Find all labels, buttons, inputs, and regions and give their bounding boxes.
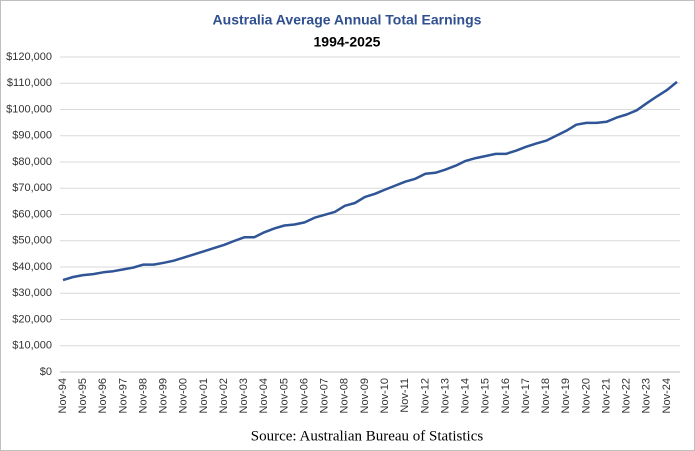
- x-tick-label: Nov-05: [278, 378, 290, 413]
- x-tick-label: Nov-04: [258, 378, 270, 413]
- y-tick-label: $100,000: [6, 103, 52, 115]
- y-tick-label: $60,000: [12, 208, 52, 220]
- x-tick-label: Nov-07: [319, 378, 331, 413]
- y-tick-label: $40,000: [12, 261, 52, 273]
- chart-title: Australia Average Annual Total Earnings: [213, 12, 482, 28]
- y-tick-label: $20,000: [12, 313, 52, 325]
- x-tick-label: Nov-01: [198, 378, 210, 413]
- source-note: Source: Australian Bureau of Statistics: [251, 428, 484, 444]
- y-tick-label: $0: [40, 366, 52, 378]
- x-tick-label: Nov-06: [298, 378, 310, 413]
- x-tick-label: Nov-19: [560, 378, 572, 413]
- y-tick-label: $30,000: [12, 287, 52, 299]
- x-tick-label: Nov-11: [399, 378, 411, 413]
- x-tick-label: Nov-17: [520, 378, 532, 413]
- x-tick-label: Nov-18: [540, 378, 552, 413]
- x-tick-label: Nov-14: [460, 378, 472, 413]
- x-tick-label: Nov-24: [661, 378, 673, 413]
- x-tick-label: Nov-00: [178, 378, 190, 413]
- x-tick-label: Nov-23: [641, 378, 653, 413]
- x-tick-label: Nov-94: [57, 378, 69, 413]
- y-tick-label: $70,000: [12, 182, 52, 194]
- y-tick-label: $50,000: [12, 235, 52, 247]
- x-tick-label: Nov-15: [480, 378, 492, 413]
- x-tick-label: Nov-13: [439, 378, 451, 413]
- y-tick-label: $10,000: [12, 340, 52, 352]
- x-tick-label: Nov-98: [137, 378, 149, 413]
- x-tick-label: Nov-02: [218, 378, 230, 413]
- x-tick-label: Nov-16: [500, 378, 512, 413]
- x-tick-label: Nov-03: [238, 378, 250, 413]
- x-tick-label: Nov-97: [117, 378, 129, 413]
- x-tick-label: Nov-12: [419, 378, 431, 413]
- x-tick-label: Nov-09: [359, 378, 371, 413]
- x-tick-label: Nov-10: [379, 378, 391, 413]
- x-tick-label: Nov-95: [77, 378, 89, 413]
- y-tick-label: $80,000: [12, 156, 52, 168]
- x-tick-label: Nov-96: [97, 378, 109, 413]
- x-tick-label: Nov-08: [339, 378, 351, 413]
- y-tick-label: $90,000: [12, 130, 52, 142]
- x-tick-label: Nov-22: [621, 378, 633, 413]
- y-tick-label: $120,000: [6, 51, 52, 63]
- y-tick-label: $110,000: [7, 77, 52, 89]
- x-tick-label: Nov-20: [580, 378, 592, 413]
- chart-subtitle: 1994-2025: [314, 34, 381, 50]
- x-tick-label: Nov-21: [600, 378, 612, 413]
- x-tick-label: Nov-99: [158, 378, 170, 413]
- data-line: [62, 80, 678, 282]
